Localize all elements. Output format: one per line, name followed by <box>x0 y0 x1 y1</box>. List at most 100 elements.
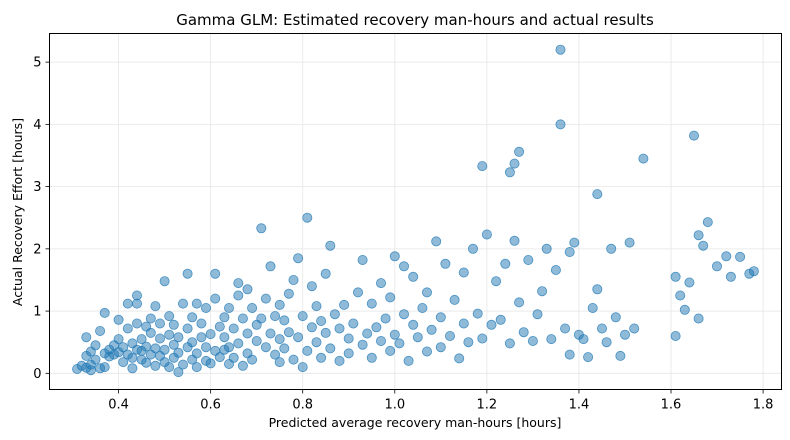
data-point <box>196 332 207 343</box>
y-axis-label: Actual Recovery Effort [hours] <box>10 118 25 306</box>
data-point <box>629 323 640 334</box>
data-point <box>343 333 354 344</box>
data-point <box>583 352 594 363</box>
data-point <box>518 327 529 338</box>
data-point <box>283 288 294 299</box>
data-point <box>81 332 92 343</box>
data-point <box>357 254 368 265</box>
data-point <box>173 367 184 378</box>
data-point <box>564 349 575 360</box>
y-tick-label: 0 <box>33 367 41 382</box>
data-point <box>233 290 244 301</box>
data-point <box>154 318 165 329</box>
data-point <box>421 287 432 298</box>
grid <box>49 33 782 390</box>
data-point <box>385 292 396 303</box>
data-point <box>408 319 419 330</box>
data-point <box>131 298 142 309</box>
data-point <box>288 354 299 365</box>
data-point <box>523 254 534 265</box>
data-point <box>237 313 248 324</box>
data-point <box>113 314 124 325</box>
data-point <box>320 327 331 338</box>
data-point <box>325 343 336 354</box>
data-point <box>242 328 253 339</box>
data-point <box>302 212 313 223</box>
data-point <box>182 323 193 334</box>
data-point <box>532 309 543 320</box>
data-point <box>260 293 271 304</box>
data-point <box>675 290 686 301</box>
data-point <box>610 312 621 323</box>
data-point <box>329 309 340 320</box>
data-point <box>689 130 700 141</box>
data-point <box>205 358 216 369</box>
data-point <box>606 243 617 254</box>
data-point <box>725 271 736 282</box>
data-point <box>352 287 363 298</box>
data-point <box>398 309 409 320</box>
y-tick-label: 1 <box>33 305 41 320</box>
data-point <box>187 312 198 323</box>
data-point <box>200 302 211 313</box>
data-point <box>297 311 308 322</box>
data-point <box>721 251 732 262</box>
data-point <box>288 274 299 285</box>
data-point <box>435 312 446 323</box>
data-point <box>256 223 267 234</box>
data-point <box>560 323 571 334</box>
data-point <box>320 268 331 279</box>
data-point <box>541 243 552 254</box>
data-point <box>702 217 713 228</box>
data-point <box>578 334 589 345</box>
data-point <box>237 360 248 371</box>
data-point <box>514 297 525 308</box>
data-point <box>486 319 497 330</box>
data-point <box>311 337 322 348</box>
data-point <box>431 236 442 247</box>
data-point <box>223 342 234 353</box>
data-point <box>477 333 488 344</box>
data-point <box>555 119 566 130</box>
data-point <box>514 146 525 157</box>
data-point <box>325 240 336 251</box>
axis-ticks: 0.4 0.6 0.8 1.0 1.2 1.4 1.6 1.8 0 1 2 3 4 5 <box>33 56 773 413</box>
data-point <box>550 264 561 275</box>
data-point <box>159 344 170 355</box>
data-point <box>131 318 142 329</box>
data-point <box>233 278 244 289</box>
data-point <box>118 357 129 368</box>
data-point <box>122 298 133 309</box>
data-point <box>343 348 354 359</box>
data-point <box>196 318 207 329</box>
data-point <box>247 354 258 365</box>
data-point <box>417 302 428 313</box>
data-point <box>173 332 184 343</box>
data-point <box>477 161 488 172</box>
data-point <box>504 338 515 349</box>
data-point <box>274 299 285 310</box>
data-point <box>375 335 386 346</box>
data-point <box>260 342 271 353</box>
data-point <box>444 330 455 341</box>
data-point <box>592 284 603 295</box>
x-tick-label: 1.8 <box>753 398 774 413</box>
data-point <box>210 268 221 279</box>
data-point <box>426 324 437 335</box>
data-point <box>698 240 709 251</box>
data-point <box>270 311 281 322</box>
data-point <box>412 332 423 343</box>
data-point <box>187 337 198 348</box>
data-point <box>265 261 276 272</box>
data-point <box>458 318 469 329</box>
data-point <box>339 299 350 310</box>
x-tick-label: 1.6 <box>661 398 682 413</box>
data-point <box>214 321 225 332</box>
data-point <box>256 313 267 324</box>
data-point <box>491 276 502 287</box>
data-point <box>191 348 202 359</box>
x-tick-label: 0.8 <box>292 398 313 413</box>
data-point <box>555 44 566 55</box>
data-point <box>421 346 432 357</box>
data-point <box>348 318 359 329</box>
